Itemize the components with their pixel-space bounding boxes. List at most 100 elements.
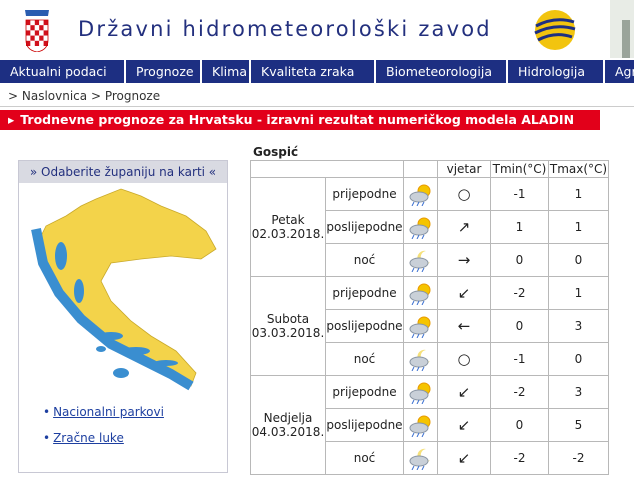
day-cell: Petak 02.03.2018. [250, 177, 326, 277]
check [43, 25, 48, 31]
location-title: Gospić [253, 145, 299, 159]
check [26, 30, 31, 36]
period: poslijepodne [325, 210, 404, 244]
rain [416, 201, 419, 206]
breadcrumb: > Naslovnica > Prognoze [8, 89, 161, 103]
check [43, 40, 48, 46]
tmin: 0 [490, 243, 549, 277]
rain [421, 300, 424, 305]
rain [416, 366, 419, 371]
rain [411, 432, 414, 437]
rain [421, 201, 424, 206]
icon-cell [403, 408, 438, 442]
icon-cell [403, 177, 438, 211]
weather-icon [409, 250, 430, 272]
period: noć [325, 441, 404, 475]
day-date: 03.03.2018. [251, 326, 325, 340]
breadcrumb-link[interactable]: Naslovnica [21, 89, 88, 103]
nav-bar: Aktualni podaci Prognoze Klima Kvaliteta zr… [0, 60, 634, 83]
rain [421, 267, 424, 272]
tmin: 1 [490, 210, 549, 244]
check [26, 35, 31, 41]
check [30, 35, 35, 41]
rain [411, 465, 414, 470]
nav-item[interactable]: Prognoze [126, 60, 200, 83]
wind: → [437, 243, 491, 277]
rain [421, 234, 424, 239]
panel-title: » Odaberite županiju na karti « [19, 161, 227, 183]
nav-item[interactable]: Klima [202, 60, 249, 83]
period: noć [325, 342, 404, 376]
check [43, 20, 48, 26]
link[interactable]: Nacionalni parkovi [43, 405, 164, 419]
rain [416, 465, 419, 470]
weather-icon [409, 382, 430, 404]
rain [411, 201, 414, 206]
separator [0, 106, 634, 107]
check [43, 35, 48, 41]
forecast-table: vjetar Tmin(°C) Tmax(°C) Petak 02.03.2018. p… [250, 160, 609, 475]
logo [534, 10, 576, 50]
cloud [409, 257, 428, 269]
rain [416, 399, 419, 404]
tmin: -2 [490, 276, 549, 310]
rain [421, 399, 424, 404]
blank [250, 160, 404, 178]
nav-item[interactable]: Biometeorologija [376, 60, 506, 83]
nav-item[interactable]: Hidrologija [508, 60, 603, 83]
cloud [409, 323, 428, 335]
rain [411, 234, 414, 239]
day-cell: Subota 03.03.2018. [250, 276, 326, 376]
tmax: 1 [548, 210, 609, 244]
check [30, 25, 35, 31]
cloud [409, 191, 428, 203]
weather-icon [409, 184, 430, 206]
period: noć [325, 243, 404, 277]
period: prijepodne [325, 276, 404, 310]
icon-cell [403, 276, 438, 310]
rain [421, 366, 424, 371]
site-title: Državni hidrometeorološki zavod [78, 17, 492, 41]
weather-icon [409, 349, 430, 371]
column-header: Tmax(°C) [548, 160, 609, 178]
tmax: -2 [548, 441, 609, 475]
nav-item[interactable]: Kvaliteta zraka [251, 60, 374, 83]
day-name: Subota [266, 312, 310, 326]
tmin: -1 [490, 342, 549, 376]
check [26, 20, 31, 26]
link[interactable]: Zračne luke [43, 431, 124, 445]
check [43, 30, 48, 36]
tmax: 1 [548, 177, 609, 211]
period: poslijepodne [325, 408, 404, 442]
wind: ↙ [437, 375, 491, 409]
day-cell: Nedjelja 04.03.2018. [250, 375, 326, 475]
check [34, 35, 40, 41]
tmax: 1 [548, 276, 609, 310]
rain [411, 300, 414, 305]
check [34, 25, 40, 31]
check [39, 40, 44, 46]
croatia-map[interactable] [19, 183, 227, 403]
header: Državni hidrometeorološki zavod [0, 0, 634, 58]
cloud [409, 422, 428, 434]
cloud [409, 356, 428, 368]
forecast-row: Petak 02.03.2018. prijepodne ○ -1 1 [250, 177, 609, 277]
tmax: 0 [548, 243, 609, 277]
tmax: 0 [548, 342, 609, 376]
tmin: -1 [490, 177, 549, 211]
rain [421, 432, 424, 437]
day-date: 02.03.2018. [251, 227, 325, 241]
tmin: -2 [490, 375, 549, 409]
icon-cell [403, 210, 438, 244]
weather-icon [409, 217, 430, 239]
icon-cell [403, 441, 438, 475]
cloud [409, 224, 428, 236]
nav-item[interactable]: Agr [605, 60, 634, 83]
icon-cell [403, 342, 438, 376]
wind: ↗ [437, 210, 491, 244]
nav-item[interactable]: Aktualni podaci [0, 60, 124, 83]
rain [411, 366, 414, 371]
tmin: 0 [490, 309, 549, 343]
check [26, 40, 31, 46]
